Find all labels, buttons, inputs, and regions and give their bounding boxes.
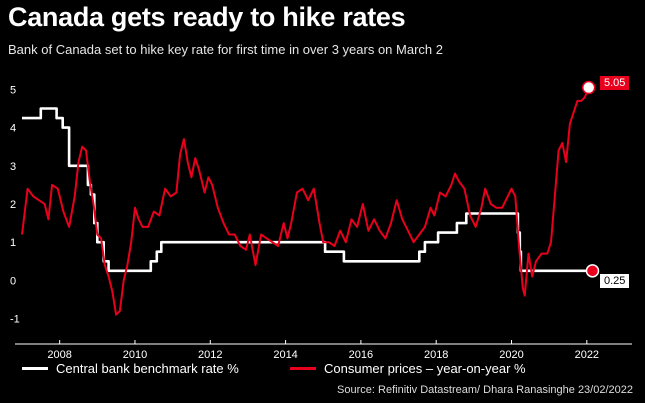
x-tick-label: 2008 xyxy=(47,349,71,361)
series-line-cpi xyxy=(21,87,590,316)
source-note: Source: Refinitiv Datastream/ Dhara Rana… xyxy=(337,384,633,396)
legend-rate: Central bank benchmark rate % xyxy=(22,361,239,376)
x-tick-label: 2012 xyxy=(198,349,222,361)
x-tick-label: 2010 xyxy=(123,349,147,361)
y-tick-label: 2 xyxy=(10,199,16,211)
legend-cpi-swatch xyxy=(290,367,316,370)
y-tick-label: -1 xyxy=(10,314,20,326)
cpi-end-label: 5.05 xyxy=(600,76,630,90)
y-tick-label: 4 xyxy=(10,123,16,135)
y-tick-label: 3 xyxy=(10,161,16,173)
chart-subtitle: Bank of Canada set to hike key rate for … xyxy=(8,42,443,57)
x-tick-label: 2016 xyxy=(349,349,373,361)
y-tick-label: 0 xyxy=(10,275,16,287)
cpi-end-marker xyxy=(581,80,596,95)
series-line-rate xyxy=(22,107,593,273)
y-tick-label: 1 xyxy=(10,237,16,249)
x-tick-label: 2014 xyxy=(273,349,297,361)
y-tick-label: 5 xyxy=(10,84,16,96)
x-tick-label: 2022 xyxy=(575,349,599,361)
rate-end-marker xyxy=(585,264,600,278)
legend-rate-label: Central bank benchmark rate % xyxy=(56,361,239,376)
legend-cpi-label: Consumer prices – year-on-year % xyxy=(324,361,526,376)
chart-title: Canada gets ready to hike rates xyxy=(8,2,406,32)
legend-rate-swatch xyxy=(22,367,48,370)
x-tick-label: 2018 xyxy=(424,349,448,361)
x-tick-label: 2020 xyxy=(499,349,523,361)
rate-end-label: 0.25 xyxy=(600,274,630,288)
legend-cpi: Consumer prices – year-on-year % xyxy=(290,361,526,376)
